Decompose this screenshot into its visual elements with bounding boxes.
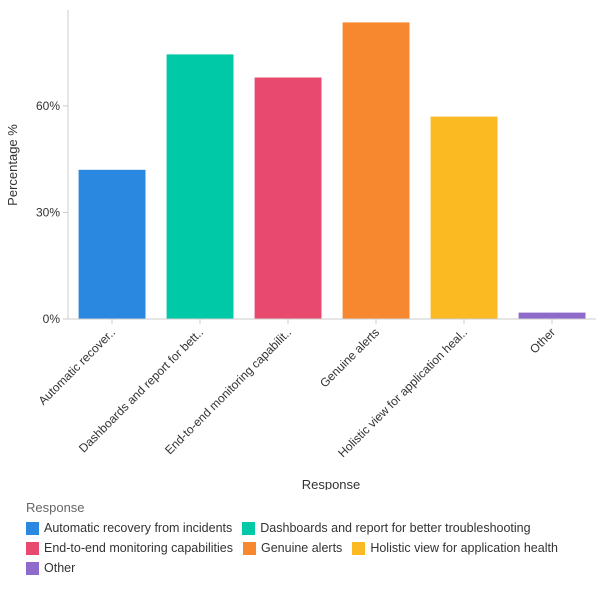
bar-chart: 0% 30% 60% Automatic recover..Dashboards a… (5, 10, 596, 490)
legend-swatch (352, 541, 366, 555)
legend-label: End-to-end monitoring capabilities (44, 541, 233, 555)
legend-swatch (26, 541, 39, 555)
x-ticks-group: Automatic recover..Dashboards and report… (36, 319, 558, 460)
legend-items: Automatic recovery from incidents Dashboa… (26, 521, 596, 575)
y-ticks-group: 0% 30% 60% (36, 99, 68, 326)
legend-label: Genuine alerts (261, 541, 343, 555)
y-tick-label: 30% (36, 205, 60, 219)
y-axis-label: Percentage % (5, 124, 20, 206)
legend-item[interactable]: Other (26, 561, 75, 575)
bar[interactable] (430, 116, 498, 319)
x-axis-label: Response (302, 477, 361, 490)
legend-item[interactable]: End-to-end monitoring capabilities (26, 541, 233, 555)
legend-label: Other (44, 561, 76, 575)
legend-label: Holistic view for application health (370, 541, 558, 555)
legend-item[interactable]: Genuine alerts (243, 541, 342, 555)
bar[interactable] (166, 54, 234, 320)
legend-title: Response (26, 500, 85, 515)
legend-swatch (242, 521, 256, 535)
legend: Response Automatic recovery from inciden… (26, 500, 596, 575)
bar[interactable] (254, 77, 322, 320)
y-tick-label: 0% (43, 312, 61, 326)
legend-swatch (26, 561, 39, 575)
legend-item[interactable]: Automatic recovery from incidents (26, 521, 232, 535)
x-tick-label: Automatic recover.. (36, 325, 119, 408)
legend-swatch (243, 541, 256, 555)
x-tick-label: Genuine alerts (317, 325, 382, 390)
legend-swatch (26, 521, 39, 535)
bar[interactable] (518, 312, 586, 319)
x-tick-label: Other (527, 325, 558, 356)
legend-label: Automatic recovery from incidents (44, 521, 233, 535)
y-tick-label: 60% (36, 99, 60, 113)
bars-group (78, 22, 586, 320)
legend-item[interactable]: Holistic view for application health (352, 541, 558, 555)
legend-label: Dashboards and report for better trouble… (260, 521, 531, 535)
legend-item[interactable]: Dashboards and report for better trouble… (242, 521, 531, 535)
bar[interactable] (78, 169, 146, 319)
bar[interactable] (342, 22, 410, 320)
